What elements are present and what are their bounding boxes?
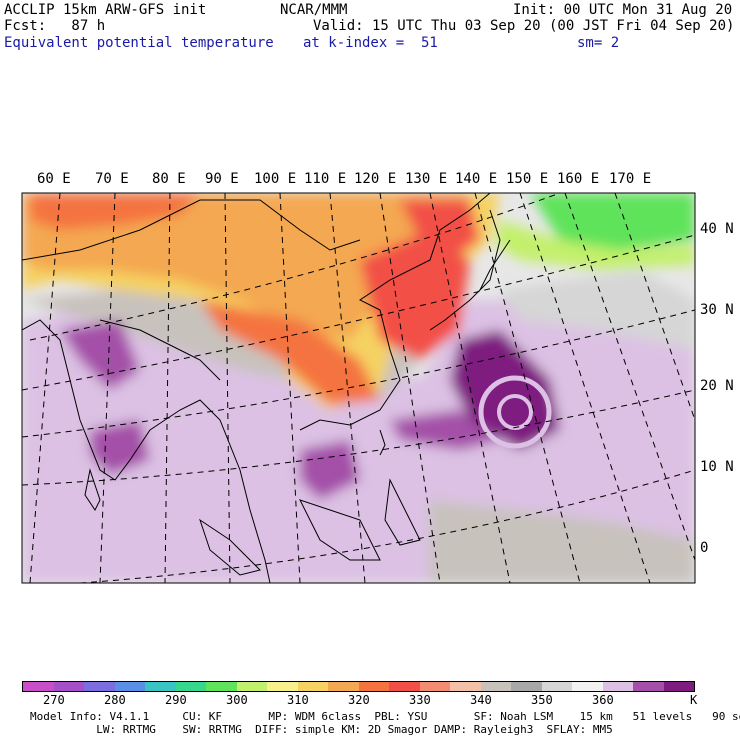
title-model: ACCLIP 15km ARW-GFS init — [4, 2, 207, 18]
grey-band — [430, 500, 695, 583]
colorbar-segment — [297, 682, 328, 691]
level-index: at k-index = 51 — [303, 35, 438, 51]
lat-label: 20 N — [700, 378, 734, 394]
map-frame — [21, 192, 696, 584]
colorbar-segment — [602, 682, 633, 691]
colorbar-unit: K — [690, 693, 698, 707]
colorbar-segment — [328, 682, 359, 691]
title-center: NCAR/MMM — [280, 2, 348, 18]
lon-label: 80 E — [152, 171, 186, 187]
colorbar-label: 300 — [226, 693, 248, 707]
forecast-hour: Fcst: 87 h — [4, 18, 106, 34]
colorbar-segment — [53, 682, 84, 691]
lon-label: 150 E — [506, 171, 549, 187]
init-time: Init: 00 UTC Mon 31 Aug 20 — [513, 2, 733, 18]
colorbar-segment — [206, 682, 237, 691]
colorbar-label: 280 — [104, 693, 126, 707]
lon-label: 110 E — [304, 171, 347, 187]
colorbar-label: 340 — [470, 693, 492, 707]
lon-label: 160 E — [557, 171, 600, 187]
hot-region — [360, 230, 470, 360]
valid-time: Valid: 15 UTC Thu 03 Sep 20 (00 JST Fri … — [313, 18, 735, 34]
colorbar-segment — [450, 682, 481, 691]
colorbar-label: 310 — [287, 693, 309, 707]
colorbar-segment — [572, 682, 603, 691]
colorbar-segment — [267, 682, 298, 691]
colorbar-segment — [419, 682, 450, 691]
colorbar-segment — [511, 682, 542, 691]
grey-band — [500, 270, 695, 350]
smoothing: sm= 2 — [577, 35, 620, 51]
typhoon-eye — [510, 403, 524, 417]
physics-info: LW: RRTMG SW: RRTMG DIFF: simple KM: 2D … — [30, 723, 613, 736]
colorbar-segment — [236, 682, 267, 691]
colorbar-segment — [114, 682, 145, 691]
colorbar-segment — [663, 682, 694, 691]
colorbar-label: 320 — [348, 693, 370, 707]
colorbar-label: 330 — [409, 693, 431, 707]
moist-region — [60, 320, 140, 390]
colorbar-segment — [389, 682, 420, 691]
colorbar-label: 360 — [592, 693, 614, 707]
lon-label: 120 E — [354, 171, 397, 187]
lat-label: 30 N — [700, 302, 734, 318]
colorbar-label: 290 — [165, 693, 187, 707]
colorbar-segment — [633, 682, 664, 691]
lon-label: 90 E — [205, 171, 239, 187]
colorbar-label: 270 — [43, 693, 65, 707]
colorbar-segment — [84, 682, 115, 691]
orange-region — [22, 193, 470, 340]
lon-label: 130 E — [405, 171, 448, 187]
colorbar-segment — [480, 682, 511, 691]
typhoon-core — [450, 330, 560, 450]
lat-label: 40 N — [700, 221, 734, 237]
colorbar — [22, 681, 695, 692]
hot-region — [200, 300, 380, 405]
colorbar-segment — [23, 682, 54, 691]
coastlines — [22, 193, 511, 583]
cool-airmass — [495, 220, 695, 270]
colorbar-segment — [541, 682, 572, 691]
lon-label: 60 E — [37, 171, 71, 187]
graticule — [22, 193, 695, 583]
typhoon-spiral — [478, 375, 552, 449]
lat-label: 10 N — [700, 459, 734, 475]
cool-airmass — [530, 193, 695, 250]
lon-label: 170 E — [609, 171, 652, 187]
lon-label: 140 E — [455, 171, 498, 187]
colorbar-segment — [145, 682, 176, 691]
colorbar-segment — [358, 682, 389, 691]
colorbar-label: 350 — [531, 693, 553, 707]
field-name: Equivalent potential temperature — [4, 35, 274, 51]
hot-region — [30, 193, 200, 230]
model-info: Model Info: V4.1.1 CU: KF MP: WDM 6class… — [30, 710, 740, 723]
lon-label: 100 E — [254, 171, 297, 187]
lon-label: 70 E — [95, 171, 129, 187]
colorbar-segment — [175, 682, 206, 691]
lat-label: 0 — [700, 540, 709, 556]
